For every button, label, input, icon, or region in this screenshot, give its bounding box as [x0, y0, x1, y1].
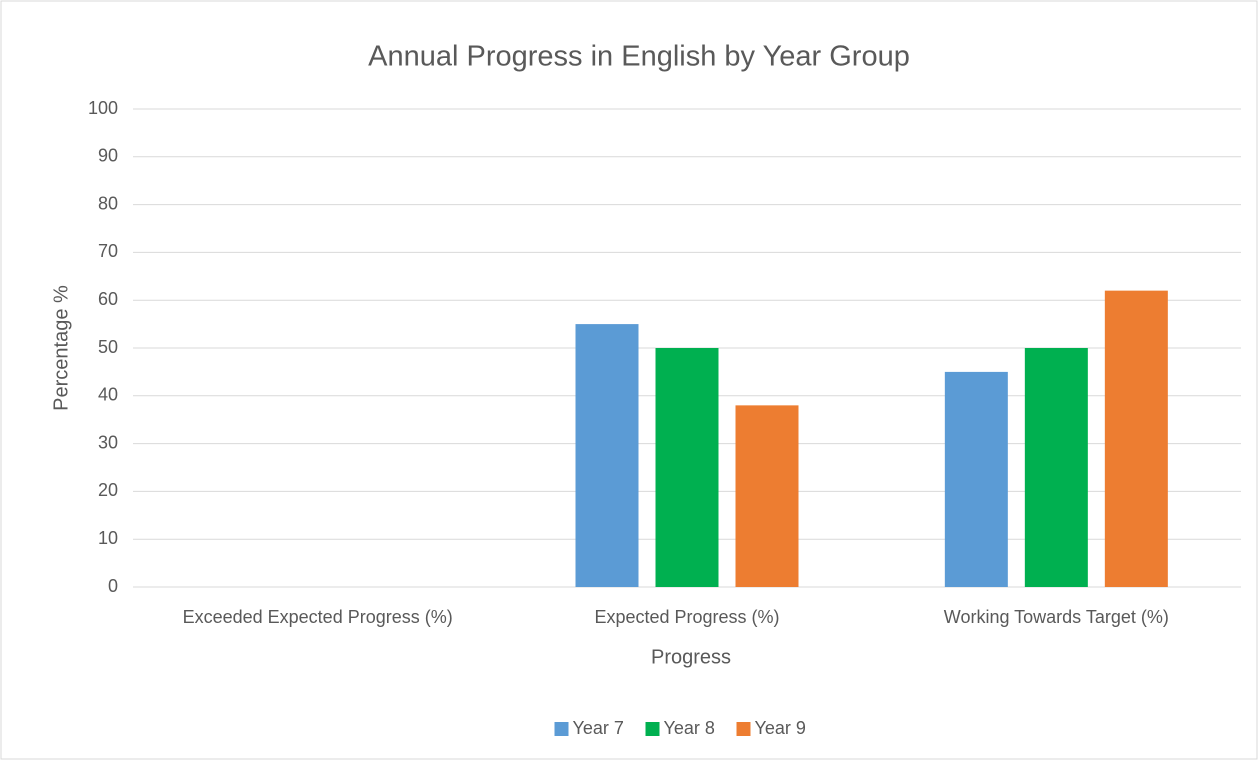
y-tick-label: 70	[98, 241, 118, 261]
bar	[1024, 348, 1088, 587]
chart-title: Annual Progress in English by Year Group	[368, 41, 910, 73]
y-axis-title: Percentage %	[50, 285, 72, 411]
x-tick-label: Exceeded Expected Progress (%)	[183, 607, 453, 627]
x-tick-label: Working Towards Target (%)	[944, 607, 1169, 627]
y-tick-label: 40	[98, 385, 118, 405]
legend-label: Year 9	[755, 718, 806, 738]
bar	[1104, 290, 1168, 587]
y-tick-label: 50	[98, 337, 118, 357]
y-tick-label: 60	[98, 289, 118, 309]
legend-label: Year 8	[664, 718, 715, 738]
bar	[655, 348, 719, 587]
legend-swatch	[554, 722, 569, 736]
bar	[735, 405, 799, 587]
x-tick-label: Expected Progress (%)	[594, 607, 779, 627]
y-tick-label: 30	[98, 432, 118, 452]
y-tick-label: 10	[98, 528, 118, 548]
y-tick-label: 90	[98, 146, 118, 166]
bar	[575, 324, 639, 587]
legend-swatch	[645, 722, 660, 736]
y-tick-label: 100	[88, 98, 118, 118]
legend-swatch	[736, 722, 751, 736]
y-tick-label: 0	[108, 576, 118, 596]
legend-label: Year 7	[573, 718, 624, 738]
x-axis-title: Progress	[651, 646, 731, 668]
y-tick-label: 80	[98, 193, 118, 213]
bar	[944, 371, 1008, 587]
y-tick-label: 20	[98, 480, 118, 500]
